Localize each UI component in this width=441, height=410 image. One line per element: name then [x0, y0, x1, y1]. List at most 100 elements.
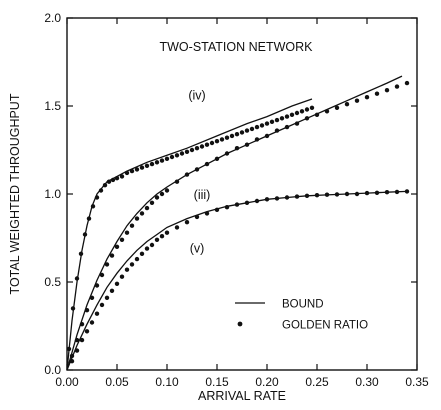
- curve-label-v: (v): [190, 242, 205, 256]
- golden-ratio-point: [254, 137, 260, 142]
- golden-ratio-point: [69, 359, 75, 364]
- bound-line-v: [66, 190, 408, 371]
- golden-ratio-point: [134, 167, 140, 172]
- golden-ratio-points-v: [69, 189, 410, 364]
- golden-ratio-point: [279, 116, 285, 121]
- golden-ratio-point: [264, 197, 270, 202]
- curve-label-iv: (iv): [188, 88, 205, 102]
- chart-title: TWO-STATION NETWORK: [160, 40, 314, 54]
- golden-ratio-point: [269, 119, 275, 125]
- golden-ratio-point: [374, 91, 380, 96]
- y-tick-label: 1.5: [44, 99, 61, 113]
- golden-ratio-point: [214, 207, 220, 212]
- legend: BOUND GOLDEN RATIO: [235, 299, 368, 332]
- golden-ratio-point: [99, 302, 105, 308]
- golden-ratio-point: [74, 276, 80, 281]
- golden-ratio-point: [249, 126, 255, 132]
- x-tick-label: 0.10: [155, 375, 179, 389]
- golden-ratio-point: [189, 147, 195, 153]
- golden-ratio-point: [129, 168, 135, 174]
- golden-ratio-point: [314, 193, 320, 198]
- curve-label-iii: (iii): [194, 188, 211, 202]
- golden-ratio-point: [374, 190, 380, 195]
- golden-ratio-point: [364, 190, 370, 196]
- golden-ratio-point: [384, 190, 390, 195]
- golden-ratio-point: [119, 237, 125, 242]
- golden-ratio-point: [86, 216, 92, 221]
- golden-ratio-point: [404, 80, 410, 86]
- golden-ratio-point: [194, 146, 200, 151]
- golden-ratio-point: [314, 112, 320, 118]
- golden-ratio-point: [384, 88, 390, 93]
- golden-ratio-point: [204, 161, 210, 167]
- golden-ratio-point: [304, 116, 310, 121]
- x-tick-label: 0.35: [405, 375, 429, 389]
- golden-ratio-points-iv: [66, 105, 315, 352]
- y-tick-label: 0.0: [44, 363, 61, 377]
- golden-ratio-point: [169, 154, 175, 160]
- golden-ratio-point: [139, 165, 145, 170]
- golden-ratio-point: [234, 146, 240, 151]
- golden-ratio-point: [90, 204, 96, 209]
- golden-ratio-point: [244, 200, 250, 205]
- golden-ratio-point: [274, 128, 280, 133]
- golden-ratio-point: [154, 195, 160, 200]
- golden-ratio-point: [364, 95, 370, 100]
- golden-ratio-point: [78, 251, 84, 256]
- golden-ratio-point: [174, 225, 180, 230]
- golden-ratio-point: [244, 128, 250, 133]
- golden-ratio-point: [144, 246, 150, 251]
- golden-ratio-point: [89, 295, 95, 300]
- golden-ratio-point: [274, 196, 280, 201]
- golden-ratio-point: [294, 194, 300, 199]
- golden-ratio-point: [82, 232, 88, 237]
- golden-ratio-point: [194, 214, 200, 220]
- golden-ratio-point: [394, 84, 400, 89]
- golden-ratio-point: [224, 151, 230, 156]
- golden-ratio-point: [304, 107, 310, 112]
- golden-ratio-point: [179, 151, 185, 156]
- golden-ratio-point: [184, 172, 190, 177]
- axis-ticks: 0.00 0.05 0.10 0.15 0.20 0.25 0.30 0.35 0.0 0.5 1.…: [44, 11, 429, 389]
- golden-ratio-point: [104, 295, 110, 300]
- golden-ratio-point: [394, 189, 400, 195]
- golden-ratio-point: [334, 105, 340, 111]
- golden-ratio-point: [294, 121, 300, 126]
- legend-golden-ratio-swatch: [237, 321, 243, 327]
- x-tick-label: 0.25: [305, 375, 329, 389]
- golden-ratio-point: [99, 272, 105, 278]
- golden-ratio-point: [184, 149, 190, 154]
- golden-ratio-point: [129, 262, 135, 267]
- golden-ratio-point: [184, 220, 190, 225]
- golden-ratio-point: [149, 161, 155, 167]
- golden-ratio-point: [344, 191, 350, 197]
- golden-ratio-point: [304, 193, 310, 198]
- golden-ratio-point: [174, 153, 180, 158]
- golden-ratio-point: [224, 135, 230, 140]
- golden-ratio-point: [174, 179, 180, 184]
- y-tick-label: 2.0: [44, 11, 61, 25]
- golden-ratio-point: [110, 177, 116, 183]
- x-tick-label: 0.20: [255, 375, 279, 389]
- golden-ratio-point: [79, 322, 85, 327]
- golden-ratio-point: [284, 195, 290, 200]
- golden-ratio-point: [159, 158, 165, 163]
- golden-ratio-point: [164, 230, 170, 235]
- golden-ratio-point: [274, 117, 280, 123]
- golden-ratio-point: [139, 211, 145, 216]
- golden-ratio-point: [214, 156, 220, 161]
- golden-ratio-point: [106, 179, 112, 184]
- golden-ratio-point: [284, 124, 290, 130]
- golden-ratio-point: [134, 256, 140, 262]
- golden-ratio-point: [234, 202, 240, 207]
- golden-ratio-point: [114, 176, 120, 181]
- x-tick-label: 0.00: [55, 375, 79, 389]
- golden-ratio-point: [119, 274, 125, 279]
- golden-ratio-point: [404, 189, 410, 194]
- golden-ratio-point: [164, 188, 170, 193]
- golden-ratio-point: [124, 267, 130, 272]
- golden-ratio-point: [98, 188, 104, 193]
- golden-ratio-point: [219, 137, 225, 142]
- golden-ratio-point: [309, 105, 315, 111]
